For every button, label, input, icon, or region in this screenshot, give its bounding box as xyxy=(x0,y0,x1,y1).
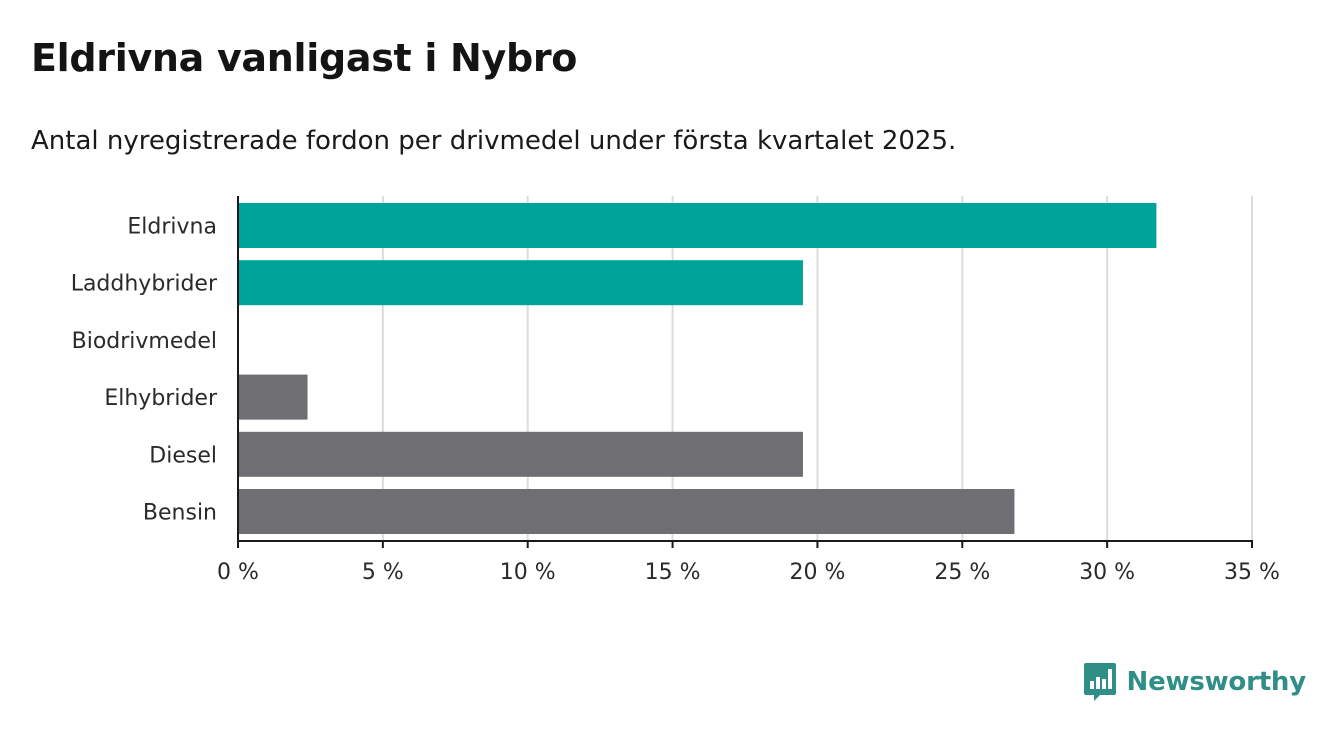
category-label: Bensin xyxy=(143,501,217,526)
newsworthy-brand: Newsworthy xyxy=(1083,660,1306,704)
bar-chart: Eldrivna Laddhybrider Biodrivmedel Elhybrid… xyxy=(0,0,1340,733)
category-label: Biodrivmedel xyxy=(72,329,217,354)
x-tick-label: 5 % xyxy=(362,560,404,585)
bar xyxy=(238,432,803,477)
x-tick-label: 30 % xyxy=(1079,560,1135,585)
category-label: Eldrivna xyxy=(127,215,217,240)
x-tick-label: 20 % xyxy=(789,560,845,585)
bar xyxy=(238,203,1156,248)
x-tick-label: 15 % xyxy=(645,560,701,585)
category-label: Laddhybrider xyxy=(71,272,218,297)
x-tick-label: 0 % xyxy=(217,560,259,585)
bar xyxy=(238,260,803,305)
newsworthy-wordmark: Newsworthy xyxy=(1127,667,1306,697)
x-tick-label: 35 % xyxy=(1224,560,1280,585)
category-label: Elhybrider xyxy=(104,386,218,411)
x-tick-label: 25 % xyxy=(934,560,990,585)
x-tick-label: 10 % xyxy=(500,560,556,585)
bar xyxy=(238,375,308,420)
bar xyxy=(238,489,1014,534)
category-label: Diesel xyxy=(149,443,217,468)
newsworthy-logo-icon xyxy=(1083,662,1117,702)
